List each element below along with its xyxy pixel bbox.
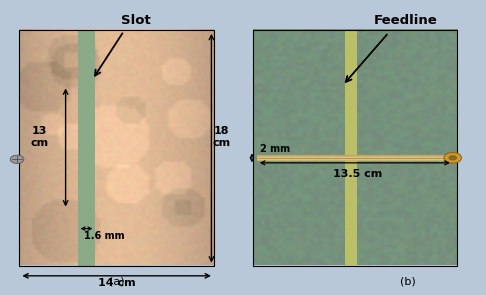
Circle shape: [10, 155, 24, 163]
Text: Slot: Slot: [121, 14, 151, 27]
Text: (b): (b): [400, 277, 416, 287]
Circle shape: [449, 155, 457, 160]
Text: 1.6 mm: 1.6 mm: [84, 231, 125, 241]
Text: 14 cm: 14 cm: [98, 278, 136, 288]
Bar: [19, 30, 214, 266]
Text: 18
cm: 18 cm: [212, 126, 230, 148]
Text: 13.5 cm: 13.5 cm: [332, 169, 382, 179]
Text: 2 mm: 2 mm: [260, 144, 290, 154]
Text: (a): (a): [109, 277, 124, 287]
Bar: [253, 30, 457, 266]
Circle shape: [444, 153, 462, 163]
Bar: [345, 30, 357, 266]
Text: 13
cm: 13 cm: [31, 126, 49, 148]
Bar: [78, 30, 95, 266]
Text: Feedline: Feedline: [374, 14, 438, 27]
